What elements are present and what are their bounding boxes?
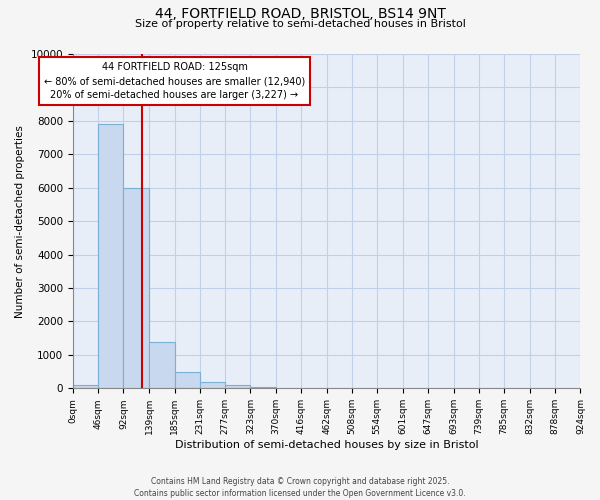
Text: 44, FORTFIELD ROAD, BRISTOL, BS14 9NT: 44, FORTFIELD ROAD, BRISTOL, BS14 9NT <box>155 8 445 22</box>
X-axis label: Distribution of semi-detached houses by size in Bristol: Distribution of semi-detached houses by … <box>175 440 479 450</box>
Bar <box>124 188 149 388</box>
Text: Size of property relative to semi-detached houses in Bristol: Size of property relative to semi-detach… <box>134 19 466 29</box>
Text: 44 FORTFIELD ROAD: 125sqm
← 80% of semi-detached houses are smaller (12,940)
20%: 44 FORTFIELD ROAD: 125sqm ← 80% of semi-… <box>44 62 305 100</box>
Bar <box>200 382 225 388</box>
Bar <box>149 342 175 388</box>
Text: Contains HM Land Registry data © Crown copyright and database right 2025.
Contai: Contains HM Land Registry data © Crown c… <box>134 476 466 498</box>
Y-axis label: Number of semi-detached properties: Number of semi-detached properties <box>15 124 25 318</box>
Bar <box>225 385 250 388</box>
Bar <box>98 124 124 388</box>
Bar <box>73 385 98 388</box>
Bar <box>250 387 276 388</box>
Bar <box>175 372 200 388</box>
